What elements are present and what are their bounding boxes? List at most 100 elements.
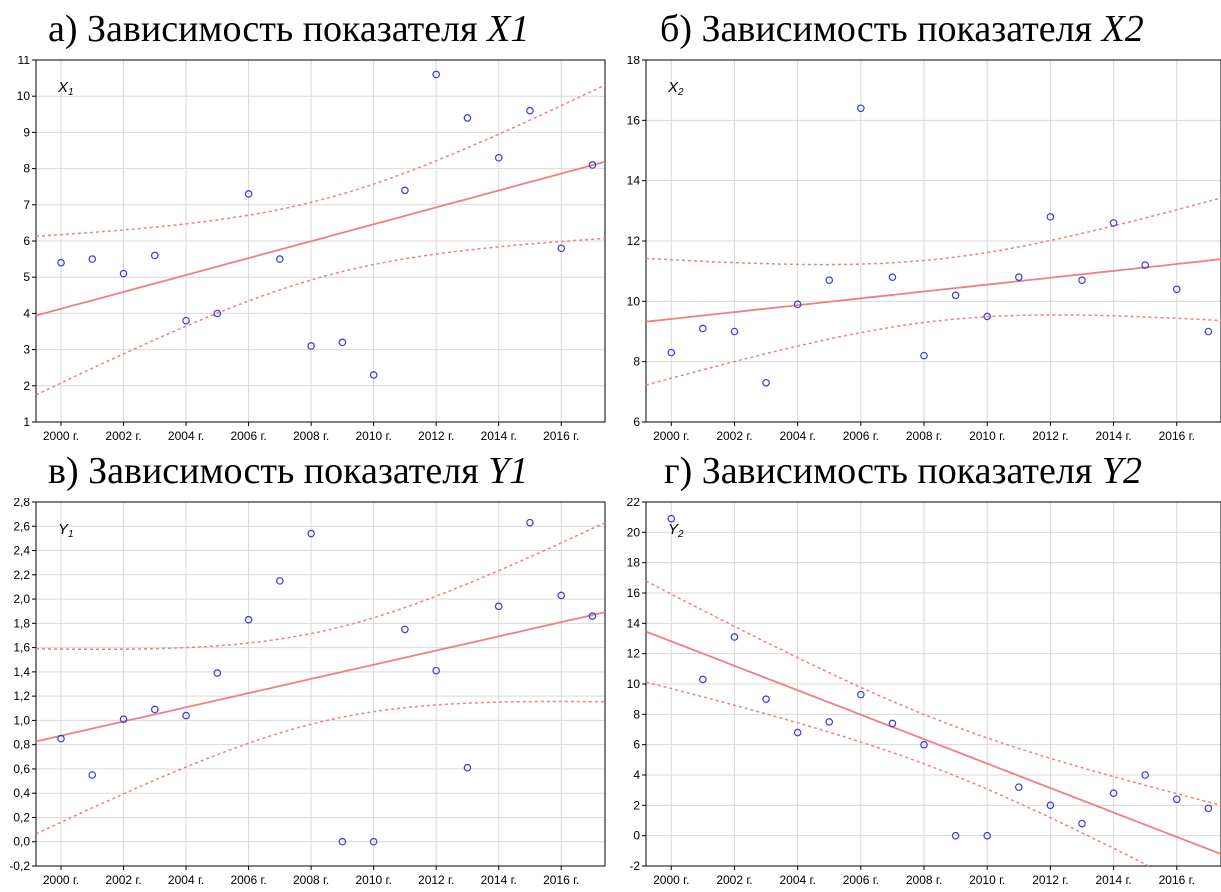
data-point bbox=[762, 378, 770, 387]
data-point bbox=[699, 675, 707, 684]
x-tick-label: 2012 г. bbox=[418, 429, 454, 443]
series-label: X1 bbox=[57, 79, 74, 98]
x-tick-label: 2004 г. bbox=[168, 429, 204, 443]
x-tick-label: 2000 г. bbox=[43, 873, 79, 887]
y-tick-label: 1,0 bbox=[13, 713, 30, 727]
data-point bbox=[793, 728, 802, 737]
data-point bbox=[920, 351, 928, 360]
caption-y2-text: г) Зависимость показателя bbox=[664, 450, 1102, 492]
data-point bbox=[1046, 801, 1055, 810]
data-point bbox=[401, 625, 409, 634]
data-point bbox=[888, 719, 897, 728]
data-point bbox=[793, 300, 802, 309]
x-tick-label: 2006 г. bbox=[843, 873, 879, 887]
plot-frame bbox=[645, 59, 1221, 423]
y-tick-label: 12 bbox=[627, 647, 641, 661]
x-tick-label: 2016 г. bbox=[1159, 429, 1195, 443]
data-point bbox=[730, 633, 739, 641]
data-point bbox=[244, 615, 253, 624]
y-tick-label: 20 bbox=[627, 525, 641, 539]
y-tick-label: 7 bbox=[23, 198, 30, 212]
data-point bbox=[920, 740, 928, 749]
series-label: X2 bbox=[667, 79, 684, 98]
y-tick-label: 14 bbox=[627, 616, 641, 630]
regression-line bbox=[646, 630, 1221, 855]
confidence-lower bbox=[36, 700, 605, 835]
data-point bbox=[57, 734, 65, 743]
x-tick-label: 2002 г. bbox=[716, 873, 752, 887]
data-point bbox=[432, 666, 440, 675]
data-point bbox=[432, 70, 440, 79]
x-tick-label: 2016 г. bbox=[543, 873, 579, 887]
y-tick-label: 4 bbox=[23, 306, 30, 320]
y-tick-label: -2 bbox=[629, 859, 640, 873]
y-tick-label: 2,2 bbox=[13, 568, 30, 582]
data-point bbox=[825, 718, 834, 726]
data-point bbox=[401, 186, 409, 195]
plot-frame bbox=[35, 501, 606, 867]
data-point bbox=[182, 316, 190, 325]
data-point bbox=[526, 106, 534, 115]
caption-y1-var: Y1 bbox=[488, 450, 529, 492]
confidence-upper bbox=[646, 580, 1221, 806]
caption-y1: в) Зависимость показателя Y1 bbox=[48, 452, 528, 490]
x-tick-label: 2010 г. bbox=[969, 429, 1005, 443]
regression-line bbox=[646, 258, 1221, 323]
confidence-lower bbox=[36, 237, 605, 396]
caption-x1: а) Зависимость показателя X1 bbox=[48, 10, 529, 48]
y-tick-label: 18 bbox=[627, 556, 641, 570]
y-tick-label: 8 bbox=[633, 707, 640, 721]
y-tick-label: 2,4 bbox=[13, 544, 30, 558]
data-point bbox=[1141, 771, 1149, 779]
confidence-lower bbox=[646, 681, 1151, 866]
x-tick-label: 2002 г. bbox=[105, 873, 141, 887]
y-tick-label: 14 bbox=[627, 174, 641, 188]
regression-line bbox=[36, 160, 605, 317]
data-point bbox=[667, 514, 676, 523]
data-point bbox=[338, 837, 347, 846]
data-point bbox=[494, 602, 503, 611]
caption-y2: г) Зависимость показателя Y2 bbox=[664, 452, 1142, 490]
data-point bbox=[1078, 276, 1086, 285]
data-point bbox=[244, 190, 253, 198]
caption-y1-text: в) Зависимость показателя bbox=[48, 450, 489, 492]
y-tick-label: 4 bbox=[633, 768, 640, 782]
y-tick-label: 2 bbox=[23, 379, 30, 393]
y-tick-label: 8 bbox=[23, 162, 30, 176]
data-point bbox=[588, 612, 597, 620]
y-tick-label: 0,0 bbox=[13, 835, 30, 849]
caption-x1-var: X1 bbox=[487, 8, 530, 50]
caption-x1-text: а) Зависимость показателя bbox=[48, 8, 488, 50]
data-point bbox=[1015, 273, 1023, 282]
x-tick-label: 2012 г. bbox=[418, 873, 454, 887]
y-tick-label: 3 bbox=[23, 343, 30, 357]
y-tick-label: 2,8 bbox=[13, 498, 30, 509]
data-point bbox=[730, 327, 739, 336]
y-tick-label: 10 bbox=[627, 294, 641, 308]
x-tick-label: 2006 г. bbox=[230, 429, 266, 443]
plot-area bbox=[35, 501, 606, 867]
data-point bbox=[983, 831, 992, 840]
data-point bbox=[213, 669, 222, 677]
y-tick-label: 0 bbox=[633, 829, 640, 843]
series-label: Y1 bbox=[58, 521, 74, 540]
y-tick-label: 0,6 bbox=[13, 762, 30, 776]
data-point bbox=[213, 309, 222, 318]
y-tick-label: 18 bbox=[627, 56, 641, 67]
data-point bbox=[338, 338, 347, 347]
x-tick-label: 2004 г. bbox=[168, 873, 204, 887]
data-point bbox=[951, 291, 960, 300]
caption-y2-var: Y2 bbox=[1101, 450, 1142, 492]
data-point bbox=[762, 695, 770, 703]
x-tick-label: 2002 г. bbox=[105, 429, 141, 443]
x-tick-label: 2006 г. bbox=[843, 429, 879, 443]
y-tick-label: 1,8 bbox=[13, 616, 30, 630]
data-point bbox=[369, 371, 378, 379]
data-point bbox=[494, 153, 503, 162]
data-point bbox=[276, 577, 284, 585]
y-tick-label: 1 bbox=[23, 415, 30, 429]
data-point bbox=[825, 276, 834, 285]
data-point bbox=[1172, 285, 1181, 294]
data-point bbox=[88, 771, 97, 779]
x-tick-label: 2000 г. bbox=[653, 873, 689, 887]
